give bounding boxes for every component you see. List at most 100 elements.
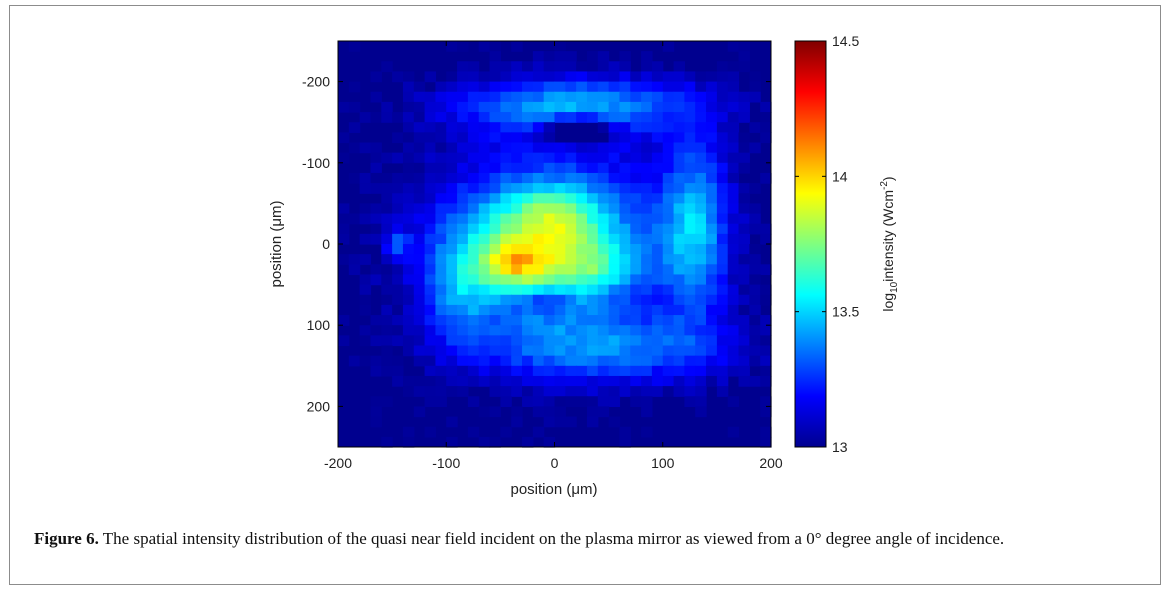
heatmap-cell: [532, 386, 545, 397]
heatmap-cell: [619, 193, 631, 204]
heatmap-cell: [359, 254, 372, 265]
heatmap-cell: [554, 183, 566, 194]
heatmap-cell: [662, 254, 675, 265]
heatmap-cell: [424, 101, 437, 113]
heatmap-cell: [684, 152, 696, 164]
heatmap-cell: [457, 345, 469, 357]
heatmap-cell: [727, 233, 740, 245]
heatmap-cell: [446, 325, 458, 336]
heatmap-cell: [446, 193, 458, 204]
heatmap-cell: [402, 375, 415, 387]
heatmap-cell: [424, 91, 437, 103]
heatmap-cell: [543, 315, 556, 326]
heatmap-cell: [597, 315, 610, 326]
heatmap-cell: [651, 193, 664, 204]
heatmap-cell: [543, 345, 556, 357]
heatmap-cell: [662, 345, 675, 357]
heatmap-cell: [500, 101, 512, 113]
heatmap-cell: [402, 223, 415, 235]
heatmap-cell: [760, 365, 772, 377]
heatmap-cell: [727, 193, 740, 204]
heatmap-cell: [673, 325, 685, 336]
heatmap-cell: [716, 162, 729, 174]
heatmap-cell: [424, 223, 437, 235]
heatmap-cell: [738, 244, 750, 255]
heatmap-cell: [738, 152, 750, 164]
heatmap-cell: [511, 335, 523, 347]
heatmap-cell: [478, 71, 491, 83]
heatmap-cell: [673, 386, 685, 397]
heatmap-cell: [651, 233, 664, 245]
heatmap-cell: [586, 345, 599, 357]
colorbar-label: log10intensity (Wcm-2): [879, 176, 900, 311]
heatmap-cell: [749, 345, 761, 357]
heatmap-cell: [749, 81, 761, 93]
heatmap-cell: [651, 325, 664, 336]
heatmap-cell: [435, 355, 447, 367]
heatmap-cell: [738, 132, 750, 144]
heatmap-cell: [576, 213, 588, 225]
heatmap-cell: [467, 142, 480, 154]
heatmap-cell: [467, 304, 480, 316]
heatmap-cell: [402, 122, 415, 133]
heatmap-cell: [532, 365, 545, 377]
heatmap-cell: [500, 142, 512, 154]
heatmap-cell: [673, 71, 685, 83]
heatmap-cell: [554, 294, 566, 306]
heatmap-cell: [684, 132, 696, 144]
heatmap-cell: [338, 152, 350, 164]
heatmap-cell: [511, 304, 523, 316]
heatmap-cell: [359, 203, 372, 215]
heatmap-cell: [619, 61, 631, 73]
heatmap-cell: [576, 61, 588, 73]
heatmap-cell: [608, 375, 621, 387]
heatmap-cell: [695, 81, 707, 93]
heatmap-cell: [760, 325, 772, 336]
heatmap-cell: [489, 132, 501, 144]
heatmap-cell: [706, 223, 718, 235]
heatmap-cell: [370, 274, 382, 286]
heatmap-cell: [402, 183, 415, 194]
heatmap-cell: [608, 335, 621, 347]
heatmap-cell: [597, 244, 610, 255]
heatmap-cell: [597, 203, 610, 215]
heatmap-cell: [586, 101, 599, 113]
heatmap-cell: [576, 152, 588, 164]
heatmap-cell: [348, 254, 361, 265]
heatmap-cell: [706, 315, 718, 326]
heatmap-cell: [706, 132, 718, 144]
heatmap-cell: [381, 244, 393, 255]
heatmap-cell: [413, 345, 426, 357]
heatmap-cell: [413, 355, 426, 367]
heatmap-cell: [695, 91, 707, 103]
heatmap-cell: [522, 345, 534, 357]
heatmap-cell: [749, 375, 761, 387]
heatmap-cell: [619, 223, 631, 235]
heatmap-cell: [716, 304, 729, 316]
heatmap-cell: [489, 335, 501, 347]
heatmap-cell: [467, 365, 480, 377]
heatmap-cell: [522, 264, 534, 276]
heatmap-cell: [608, 416, 621, 428]
heatmap-cell: [392, 254, 404, 265]
heatmap-cell: [641, 152, 653, 164]
heatmap-cell: [641, 193, 653, 204]
heatmap-cell: [554, 233, 566, 245]
heatmap-cell: [651, 112, 664, 123]
heatmap-cell: [554, 162, 566, 174]
heatmap-cell: [381, 294, 393, 306]
heatmap-cell: [370, 406, 382, 418]
heatmap-cell: [543, 61, 556, 73]
heatmap-cell: [402, 284, 415, 296]
heatmap-cell: [684, 254, 696, 265]
heatmap-cell: [597, 264, 610, 276]
heatmap-cell: [749, 264, 761, 276]
heatmap-cell: [565, 112, 577, 123]
heatmap-cell: [749, 244, 761, 255]
heatmap-cell: [608, 193, 621, 204]
heatmap-cell: [543, 101, 556, 113]
heatmap-cell: [457, 61, 469, 73]
heatmap-cell: [446, 284, 458, 296]
heatmap-cell: [413, 112, 426, 123]
heatmap-cell: [760, 345, 772, 357]
